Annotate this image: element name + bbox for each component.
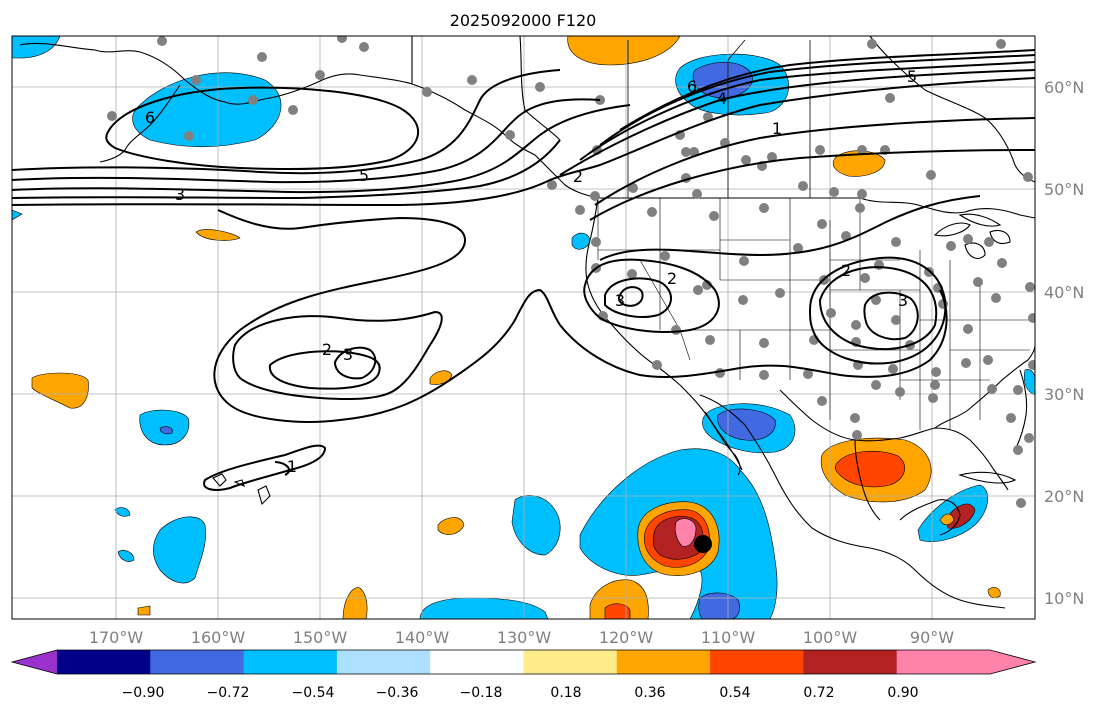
coastlines	[19, 36, 1035, 609]
colorbar-segment	[523, 650, 618, 674]
contour-label: 5	[359, 166, 369, 185]
lon-label: 90°W	[910, 628, 954, 647]
colorbar	[10, 649, 1037, 675]
contour-label: 3	[175, 185, 185, 204]
lon-label: 150°W	[293, 628, 348, 647]
contour-west-low	[583, 258, 720, 333]
contour-label: 4	[717, 89, 727, 108]
colorbar-tick-label: −0.90	[122, 685, 165, 701]
map-panel: 6 5 3 6 4 5 1 2 2 3 3 2 3 2 1	[12, 36, 1035, 619]
lat-label: 40°N	[1044, 283, 1084, 302]
colorbar-segment	[710, 650, 804, 674]
colorbar-extend-min	[12, 650, 57, 674]
contour-label: 2	[667, 269, 677, 288]
contour-labels: 6 5 3 6 4 5 1 2 2 3 3 2 3 2 1	[145, 67, 917, 476]
storm-center-dot	[694, 535, 712, 553]
shading-nw-corner	[12, 36, 61, 59]
lon-label: 110°W	[701, 628, 756, 647]
lon-axis: 170°W 160°W 150°W 140°W 130°W 120°W 110°…	[89, 628, 954, 647]
lat-label: 50°N	[1044, 180, 1084, 199]
colorbar-segment	[57, 650, 151, 674]
shading-gulf-red	[834, 450, 905, 488]
map-frame	[11, 35, 1036, 620]
lon-label: 130°W	[497, 628, 552, 647]
colorbar-extend-max	[990, 650, 1035, 674]
colorbar-tick-label: 0.90	[887, 685, 918, 701]
contour-label: 3	[343, 345, 353, 364]
colorbar-ticks: −0.90 −0.72 −0.54 −0.36 −0.18 0.18 0.36 …	[122, 685, 919, 701]
contour-label: 2	[322, 340, 332, 359]
colorbar-segment	[616, 650, 711, 674]
lat-label: 10°N	[1044, 589, 1084, 608]
lat-axis: 60°N 50°N 40°N 30°N 20°N 10°N	[1044, 78, 1084, 608]
lon-label: 160°W	[191, 628, 246, 647]
contour-label: 6	[687, 77, 697, 96]
colorbar-segment	[336, 650, 431, 674]
lon-label: 120°W	[599, 628, 654, 647]
contour-alaska-6	[105, 86, 420, 171]
contour-label: 6	[145, 108, 155, 127]
lat-label: 20°N	[1044, 487, 1084, 506]
shading-west-orange	[31, 372, 89, 409]
contour-central-low	[808, 256, 947, 365]
shading-pacific-blue-2	[152, 516, 206, 584]
contour-label: 5	[907, 67, 917, 86]
contour-label: 1	[287, 457, 297, 476]
figure-title: 2025092000 F120	[450, 11, 597, 30]
shading-alaska-blue	[132, 72, 282, 148]
colorbar-segment	[896, 650, 991, 674]
colorbar-segment	[803, 650, 898, 674]
colorbar-tick-label: −0.18	[460, 685, 503, 701]
colorbar-tick-label: 0.54	[719, 685, 750, 701]
colorbar-segment	[430, 650, 524, 674]
colorbar-tick-label: 0.72	[803, 685, 834, 701]
colorbar-segment	[243, 650, 338, 674]
colorbar-segment	[150, 650, 245, 674]
shading-baja-darkblue	[717, 408, 776, 441]
lat-label: 60°N	[1044, 78, 1084, 97]
contour-lines	[12, 49, 1035, 491]
colorbar-tick-label: −0.72	[207, 685, 250, 701]
colorbar-tick-label: 0.36	[634, 685, 665, 701]
colorbar-tick-label: 0.18	[550, 685, 581, 701]
contour-label: 3	[898, 291, 908, 310]
colorbar-outline	[10, 649, 1037, 675]
lat-label: 30°N	[1044, 385, 1084, 404]
lon-label: 100°W	[803, 628, 858, 647]
contour-pacific-2	[232, 310, 443, 401]
colorbar-tick-label: −0.36	[376, 685, 419, 701]
contour-label: 2	[841, 261, 851, 280]
contour-label: 1	[772, 119, 782, 138]
contour-label: 2	[573, 167, 583, 186]
lon-label: 170°W	[89, 628, 144, 647]
colorbar-tick-label: −0.54	[292, 685, 335, 701]
lon-label: 140°W	[395, 628, 450, 647]
contour-label: 3	[615, 291, 625, 310]
shading-top-orange	[567, 36, 681, 66]
shading-bottom-orange	[589, 579, 649, 619]
shading-storm-pink	[674, 518, 697, 547]
